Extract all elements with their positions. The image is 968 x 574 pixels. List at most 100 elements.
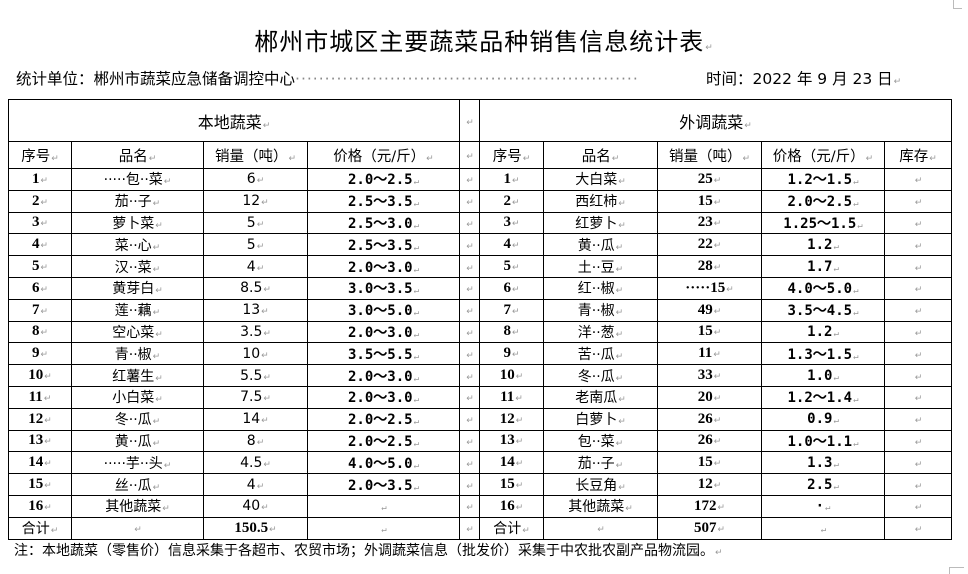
local-volume-cell: 3.5 xyxy=(203,320,308,344)
external-stock-cell xyxy=(884,189,952,213)
date-label: 时间：2022 年 9 月 23 日 xyxy=(706,67,901,89)
local-name-cell: 茄··子 xyxy=(71,189,204,213)
external-section-title: 外调蔬菜 xyxy=(479,99,952,142)
page-corner-mark xyxy=(949,567,964,574)
table-row: 3萝卜菜52.5～3.03红萝卜231.25～1.5 xyxy=(8,211,952,235)
external-stock-cell xyxy=(884,473,952,496)
external-name-cell: 青··椒 xyxy=(543,298,658,322)
table-row: 8空心菜3.52.0～3.08洋··葱151.2 xyxy=(8,320,952,344)
gap-cell xyxy=(459,429,480,453)
local-seq-cell: 1 xyxy=(8,168,72,191)
external-stock-cell xyxy=(884,233,952,257)
local-volume-cell: 150.5 xyxy=(203,516,308,540)
local-seq-cell: 14 xyxy=(8,451,72,475)
local-volume-cell: 7.5 xyxy=(203,385,308,409)
local-seq-cell: 9 xyxy=(8,342,72,366)
external-volume-cell: 20 xyxy=(657,385,762,409)
local-volume-cell: 4.5 xyxy=(203,451,308,475)
local-header-volume: 销量（吨） xyxy=(203,141,308,169)
external-name-cell: 西红柿 xyxy=(543,189,658,213)
external-name-cell: 土··豆 xyxy=(543,255,658,278)
table-row: 9青··椒103.5～5.59苦··瓜111.3～1.5 xyxy=(8,342,952,366)
local-seq-cell: 8 xyxy=(8,320,72,344)
page-title: 郴州市城区主要蔬菜品种销售信息统计表 xyxy=(0,22,968,57)
external-volume-cell: 15 xyxy=(657,189,762,213)
table-row: 5汉··菜42.0～3.05土··豆281.7 xyxy=(8,255,952,278)
vegetable-sales-table: 本地蔬菜 外调蔬菜 序号 品名 销量（吨） 价格（元/斤） 序号 品名 销量（吨… xyxy=(8,99,952,540)
external-stock-cell xyxy=(884,407,952,431)
external-volume-cell: ·····15 xyxy=(657,276,762,300)
external-name-cell: 红··椒 xyxy=(543,276,658,300)
table-row: 10红薯生5.52.0～3.010冬··瓜331.0 xyxy=(8,364,952,387)
external-price-cell: 1.3～1.5 xyxy=(761,342,885,366)
section-header-row: 本地蔬菜 外调蔬菜 xyxy=(8,99,952,142)
local-name-cell: 汉··菜 xyxy=(71,255,204,278)
local-name-cell: 黄··瓜 xyxy=(71,429,204,453)
local-name-cell: ·····芋··头 xyxy=(71,451,204,475)
gap-cell xyxy=(459,168,480,191)
external-header-name: 品名 xyxy=(543,141,658,169)
external-price-cell: 1.0～1.1 xyxy=(761,429,885,453)
table-row: 11小白菜7.52.0～3.011老南瓜201.2～1.4 xyxy=(8,385,952,409)
table-row: 16其他蔬菜4016其他蔬菜172· xyxy=(8,494,952,518)
external-price-cell: 1.2～1.4 xyxy=(761,385,885,409)
local-name-cell: 黄芽白 xyxy=(71,276,204,300)
leader-dots: ········································… xyxy=(295,70,639,88)
external-seq-cell: 16 xyxy=(479,494,544,518)
external-name-cell: 黄··瓜 xyxy=(543,233,658,257)
gap-cell xyxy=(459,385,480,409)
gap-cell xyxy=(459,473,480,496)
external-volume-cell: 26 xyxy=(657,429,762,453)
local-volume-cell: 40 xyxy=(203,494,308,518)
external-price-cell: 4.0～5.0 xyxy=(761,276,885,300)
external-stock-cell xyxy=(884,516,952,540)
external-seq-cell: 13 xyxy=(479,429,544,453)
external-seq-cell: 3 xyxy=(479,211,544,235)
external-name-cell: 洋··葱 xyxy=(543,320,658,344)
external-stock-cell xyxy=(884,342,952,366)
external-name-cell: 其他蔬菜 xyxy=(543,494,658,518)
external-price-cell: 1.2 xyxy=(761,233,885,257)
table-row: 14·····芋··头4.54.0～5.014茄··子151.3 xyxy=(8,451,952,475)
external-price-cell: 1.25～1.5 xyxy=(761,211,885,235)
external-price-cell: 3.5～4.5 xyxy=(761,298,885,322)
local-volume-cell: 6 xyxy=(203,168,308,191)
local-volume-cell: 4 xyxy=(203,255,308,278)
external-seq-cell: 合计 xyxy=(479,516,544,540)
local-name-cell: 红薯生 xyxy=(71,364,204,387)
external-volume-cell: 26 xyxy=(657,407,762,431)
table-row: 13黄··瓜82.0～2.513包··菜261.0～1.1 xyxy=(8,429,952,453)
unit-label: 统计单位：郴州市蔬菜应急储备调控中心 xyxy=(16,70,296,88)
external-price-cell: 1.2 xyxy=(761,320,885,344)
external-name-cell: 苦··瓜 xyxy=(543,342,658,366)
local-volume-cell: 12 xyxy=(203,189,308,213)
local-volume-cell: 5.5 xyxy=(203,364,308,387)
local-name-cell xyxy=(71,516,204,540)
local-volume-cell: 10 xyxy=(203,342,308,366)
external-seq-cell: 14 xyxy=(479,451,544,475)
external-volume-cell: 507 xyxy=(657,516,762,540)
gap-cell xyxy=(459,342,480,366)
local-seq-cell: 16 xyxy=(8,494,72,518)
external-price-cell: 1.0 xyxy=(761,364,885,387)
external-seq-cell: 7 xyxy=(479,298,544,322)
external-volume-cell: 25 xyxy=(657,168,762,191)
table-row: 1·····包··菜62.0～2.51大白菜251.2～1.5 xyxy=(8,168,952,191)
gap-cell xyxy=(459,211,480,235)
gap-cell xyxy=(459,255,480,278)
local-seq-cell: 15 xyxy=(8,473,72,496)
local-seq-cell: 3 xyxy=(8,211,72,235)
external-stock-cell xyxy=(884,429,952,453)
table-row: 7莲··藕133.0～5.07青··椒493.5～4.5 xyxy=(8,298,952,322)
local-section-title: 本地蔬菜 xyxy=(8,99,460,142)
local-price-cell: 2.0～3.0 xyxy=(307,320,460,344)
external-stock-cell xyxy=(884,451,952,475)
external-seq-cell: 15 xyxy=(479,473,544,496)
gap-cell xyxy=(459,407,480,431)
local-price-cell: 2.5～3.5 xyxy=(307,189,460,213)
local-volume-cell: 13 xyxy=(203,298,308,322)
external-volume-cell: 33 xyxy=(657,364,762,387)
local-seq-cell: 2 xyxy=(8,189,72,213)
external-name-cell: 茄··子 xyxy=(543,451,658,475)
external-seq-cell: 5 xyxy=(479,255,544,278)
